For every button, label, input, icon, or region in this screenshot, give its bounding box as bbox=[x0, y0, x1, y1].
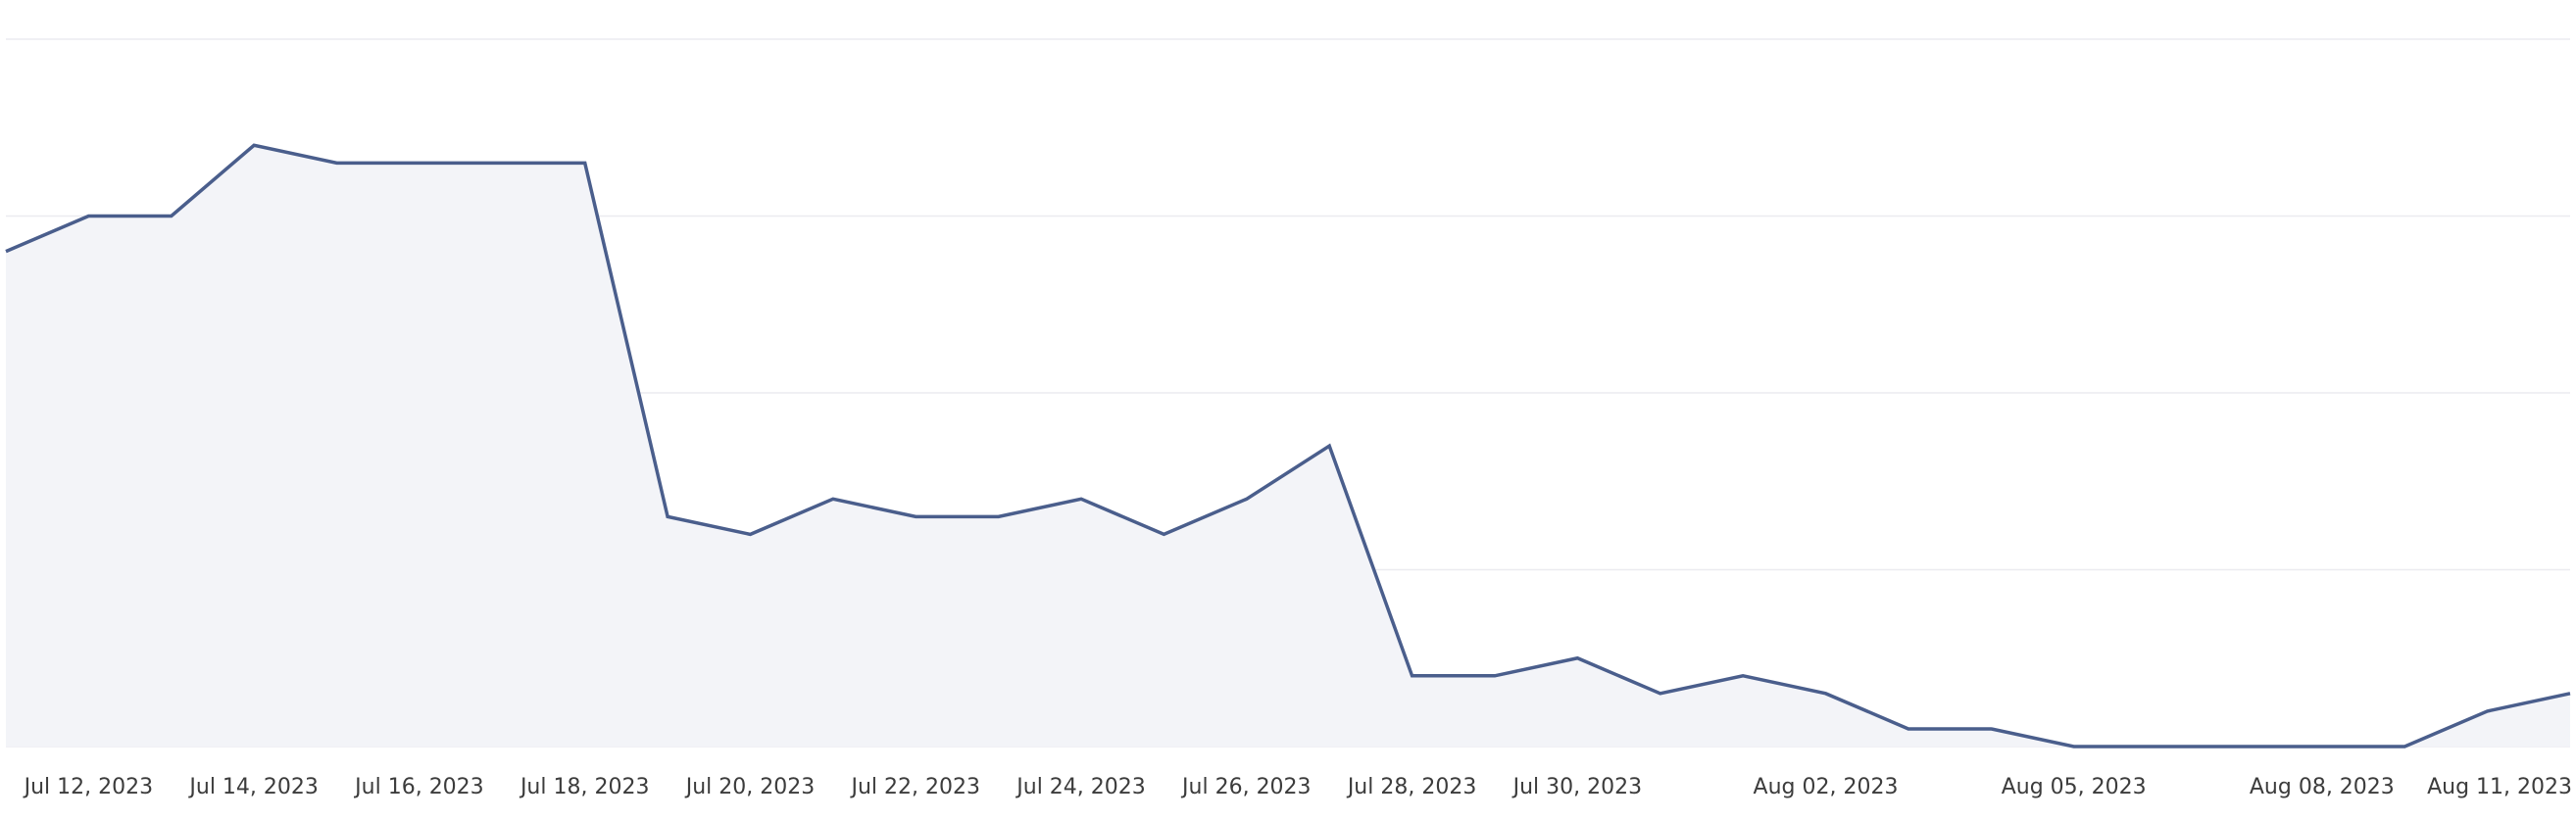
series-line bbox=[5, 143, 2571, 749]
x-tick-label: Jul 16, 2023 bbox=[353, 775, 484, 799]
x-tick-label: Aug 08, 2023 bbox=[2250, 775, 2395, 799]
x-tick-label: Jul 12, 2023 bbox=[23, 775, 154, 799]
x-tick-label: Jul 20, 2023 bbox=[684, 775, 816, 799]
line-layer bbox=[5, 143, 2571, 749]
area-layer bbox=[6, 145, 2570, 748]
x-tick-label: Aug 11, 2023 bbox=[2427, 775, 2572, 799]
x-tick-label: Jul 14, 2023 bbox=[187, 775, 319, 799]
x-tick-label: Aug 02, 2023 bbox=[1754, 775, 1899, 799]
series-area bbox=[6, 145, 2570, 748]
x-tick-label: Jul 26, 2023 bbox=[1180, 775, 1312, 799]
x-tick-label: Jul 30, 2023 bbox=[1511, 775, 1643, 799]
x-tick-label: Jul 28, 2023 bbox=[1346, 775, 1477, 799]
x-axis: Jul 12, 2023 Jul 14, 2023 Jul 16, 2023 Jul … bbox=[23, 775, 2572, 799]
x-tick-label: Jul 24, 2023 bbox=[1015, 775, 1146, 799]
x-tick-label: Jul 22, 2023 bbox=[850, 775, 981, 799]
x-tick-label: Jul 18, 2023 bbox=[519, 775, 650, 799]
x-tick-label: Aug 05, 2023 bbox=[2002, 775, 2147, 799]
